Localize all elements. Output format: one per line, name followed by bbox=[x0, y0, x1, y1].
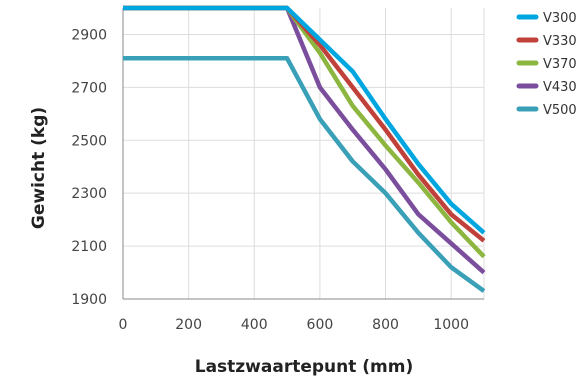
y-tick-labels: 1900 2100 2300 2500 2700 2900 bbox=[71, 27, 107, 308]
legend-label: V500 bbox=[543, 103, 577, 118]
y-tick-label: 2900 bbox=[71, 27, 107, 43]
y-tick-label: 2100 bbox=[71, 239, 107, 255]
series-line-v500 bbox=[123, 56, 486, 293]
legend-label: V430 bbox=[543, 80, 577, 95]
x-tick-label: 200 bbox=[175, 317, 202, 333]
x-axis-title: Lastzwaartepunt (mm) bbox=[195, 357, 414, 377]
x-tick-label: 0 bbox=[119, 317, 128, 333]
x-tick-label: 800 bbox=[372, 317, 399, 333]
x-tick-label: 1000 bbox=[433, 317, 469, 333]
legend-label: V330 bbox=[543, 34, 577, 49]
y-tick-label: 1900 bbox=[71, 292, 107, 308]
x-tick-label: 400 bbox=[241, 317, 268, 333]
x-tick-labels: 0 200 400 600 800 1000 bbox=[119, 317, 469, 333]
legend-label: V370 bbox=[543, 57, 577, 72]
y-tick-label: 2500 bbox=[71, 133, 107, 149]
y-tick-label: 2700 bbox=[71, 80, 107, 96]
x-tick-label: 600 bbox=[307, 317, 334, 333]
y-axis-title: Gewicht (kg) bbox=[29, 107, 49, 229]
y-tick-label: 2300 bbox=[71, 186, 107, 202]
series-lines bbox=[123, 5, 486, 293]
series-line-v300 bbox=[123, 5, 486, 235]
legend-label: V300 bbox=[543, 11, 577, 26]
series-line-v430 bbox=[123, 5, 486, 275]
legend: V300 V330 V370 V430 V500 bbox=[516, 11, 577, 118]
